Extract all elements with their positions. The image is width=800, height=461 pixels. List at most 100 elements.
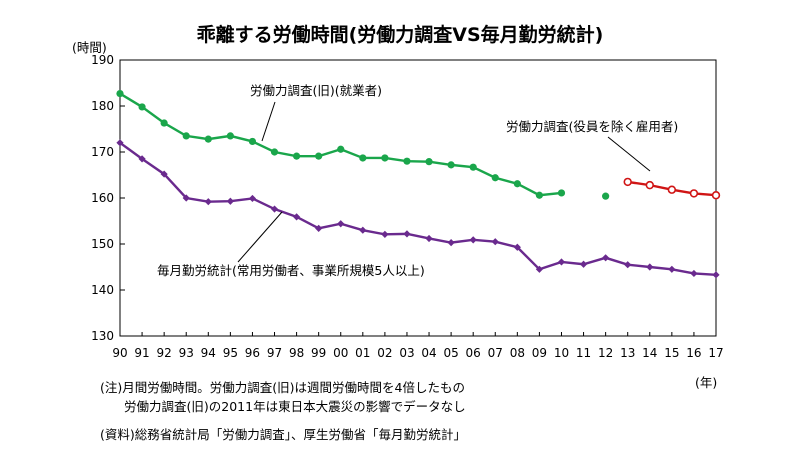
y-tick-label: 130 <box>91 329 114 343</box>
x-tick-label: 99 <box>311 346 326 360</box>
data-point <box>491 238 499 246</box>
x-tick-label: 17 <box>708 346 723 360</box>
data-point <box>711 191 721 200</box>
data-point <box>182 194 190 202</box>
data-point <box>645 180 654 190</box>
x-tick-label: 11 <box>576 346 591 360</box>
x-tick-label: 97 <box>267 346 282 360</box>
data-point <box>160 170 168 178</box>
y-ticks: 130 140 150 160 170 180 190 <box>91 53 125 343</box>
data-point <box>689 189 699 198</box>
data-point <box>557 189 566 197</box>
data-point <box>513 243 521 251</box>
data-point <box>469 236 477 244</box>
data-point <box>182 132 190 140</box>
data-point <box>160 119 168 127</box>
x-tick-label: 16 <box>686 346 701 360</box>
data-point <box>204 198 212 206</box>
x-tick-label: 95 <box>223 346 238 360</box>
x-tick-label: 12 <box>598 346 613 360</box>
data-point <box>292 213 301 221</box>
x-tick-label: 06 <box>466 346 481 360</box>
x-tick-label: 15 <box>664 346 679 360</box>
annotation-leader <box>261 101 276 142</box>
data-point <box>602 254 610 262</box>
x-tick-label: 94 <box>201 346 216 360</box>
x-tick-label: 08 <box>510 346 525 360</box>
data-point <box>138 155 146 163</box>
x-tick-label: 93 <box>179 346 194 360</box>
x-tick-label: 98 <box>289 346 304 360</box>
x-ticks: 90 91 92 93 94 95 96 97 98 99 00 01 02 03 04 05 06 07 08 09… <box>112 332 724 360</box>
plot-frame <box>119 59 717 337</box>
footnote-1: (注)月間労働時間。労働力調査(旧)は週間労働時間を4倍したもの <box>100 380 465 395</box>
data-point <box>204 135 212 143</box>
data-point <box>248 194 257 203</box>
data-point <box>425 234 433 243</box>
x-axis-label: (年) <box>695 375 718 390</box>
data-point <box>116 139 124 147</box>
x-tick-label: 09 <box>532 346 547 360</box>
data-point <box>425 158 433 166</box>
series-label: 労働力調査(役員を除く雇用者) <box>506 119 678 134</box>
x-tick-label: 10 <box>554 346 569 360</box>
data-point <box>138 103 146 111</box>
data-point <box>447 161 455 169</box>
x-tick-label: 05 <box>443 346 458 360</box>
data-point <box>337 220 345 228</box>
data-point <box>315 224 323 232</box>
series-label: 毎月勤労統計(常用労働者、事業所規模5人以上) <box>157 263 425 278</box>
data-point <box>624 261 632 269</box>
data-point <box>337 145 345 153</box>
data-point <box>646 263 654 271</box>
data-point <box>403 157 411 165</box>
data-point <box>226 197 234 205</box>
data-point <box>248 137 257 146</box>
data-point <box>712 271 720 279</box>
x-tick-label: 04 <box>421 346 436 360</box>
series-labels: 労働力調査(旧)(就業者) 労働力調査(役員を除く雇用者) 毎月勤労統計(常用労働者… <box>157 83 678 278</box>
source-note: (資料)総務省統計局「労働力調査」、厚生労働省「毎月勤労統計」 <box>100 427 467 442</box>
data-point <box>226 132 234 140</box>
data-point <box>292 152 301 160</box>
data-point <box>667 185 677 194</box>
data-point <box>557 258 566 266</box>
data-point <box>513 180 521 188</box>
y-tick-label: 170 <box>91 145 114 159</box>
data-point <box>469 163 477 171</box>
data-point <box>359 226 367 234</box>
x-tick-label: 91 <box>134 346 149 360</box>
x-tick-label: 03 <box>399 346 414 360</box>
y-tick-label: 140 <box>91 283 114 297</box>
y-tick-label: 150 <box>91 237 114 251</box>
x-tick-label: 90 <box>112 346 127 360</box>
y-axis-label: (時間) <box>72 40 107 55</box>
data-point <box>270 148 279 156</box>
data-point <box>690 269 698 278</box>
data-point <box>668 265 676 273</box>
data-point <box>270 205 279 213</box>
footnote-2: 労働力調査(旧)の2011年は東日本大震災の影響でデータなし <box>124 399 466 414</box>
series-label: 労働力調査(旧)(就業者) <box>250 83 382 98</box>
x-tick-label: 01 <box>355 346 370 360</box>
x-tick-label: 92 <box>157 346 172 360</box>
data-point <box>535 191 544 199</box>
x-tick-label: 13 <box>620 346 635 360</box>
data-point <box>381 154 389 162</box>
data-point <box>447 239 455 247</box>
x-tick-label: 96 <box>245 346 260 360</box>
data-point <box>381 230 389 238</box>
data-point <box>623 177 632 187</box>
data-point <box>535 265 544 273</box>
x-tick-label: 00 <box>333 346 348 360</box>
data-point <box>359 154 367 162</box>
y-tick-label: 180 <box>91 99 114 113</box>
annotation-leader <box>607 136 651 172</box>
x-tick-label: 14 <box>642 346 657 360</box>
data-point <box>579 260 588 268</box>
x-tick-label: 02 <box>377 346 392 360</box>
data-point <box>491 174 499 182</box>
y-tick-label: 190 <box>91 53 114 67</box>
annotation-leader <box>237 211 283 263</box>
